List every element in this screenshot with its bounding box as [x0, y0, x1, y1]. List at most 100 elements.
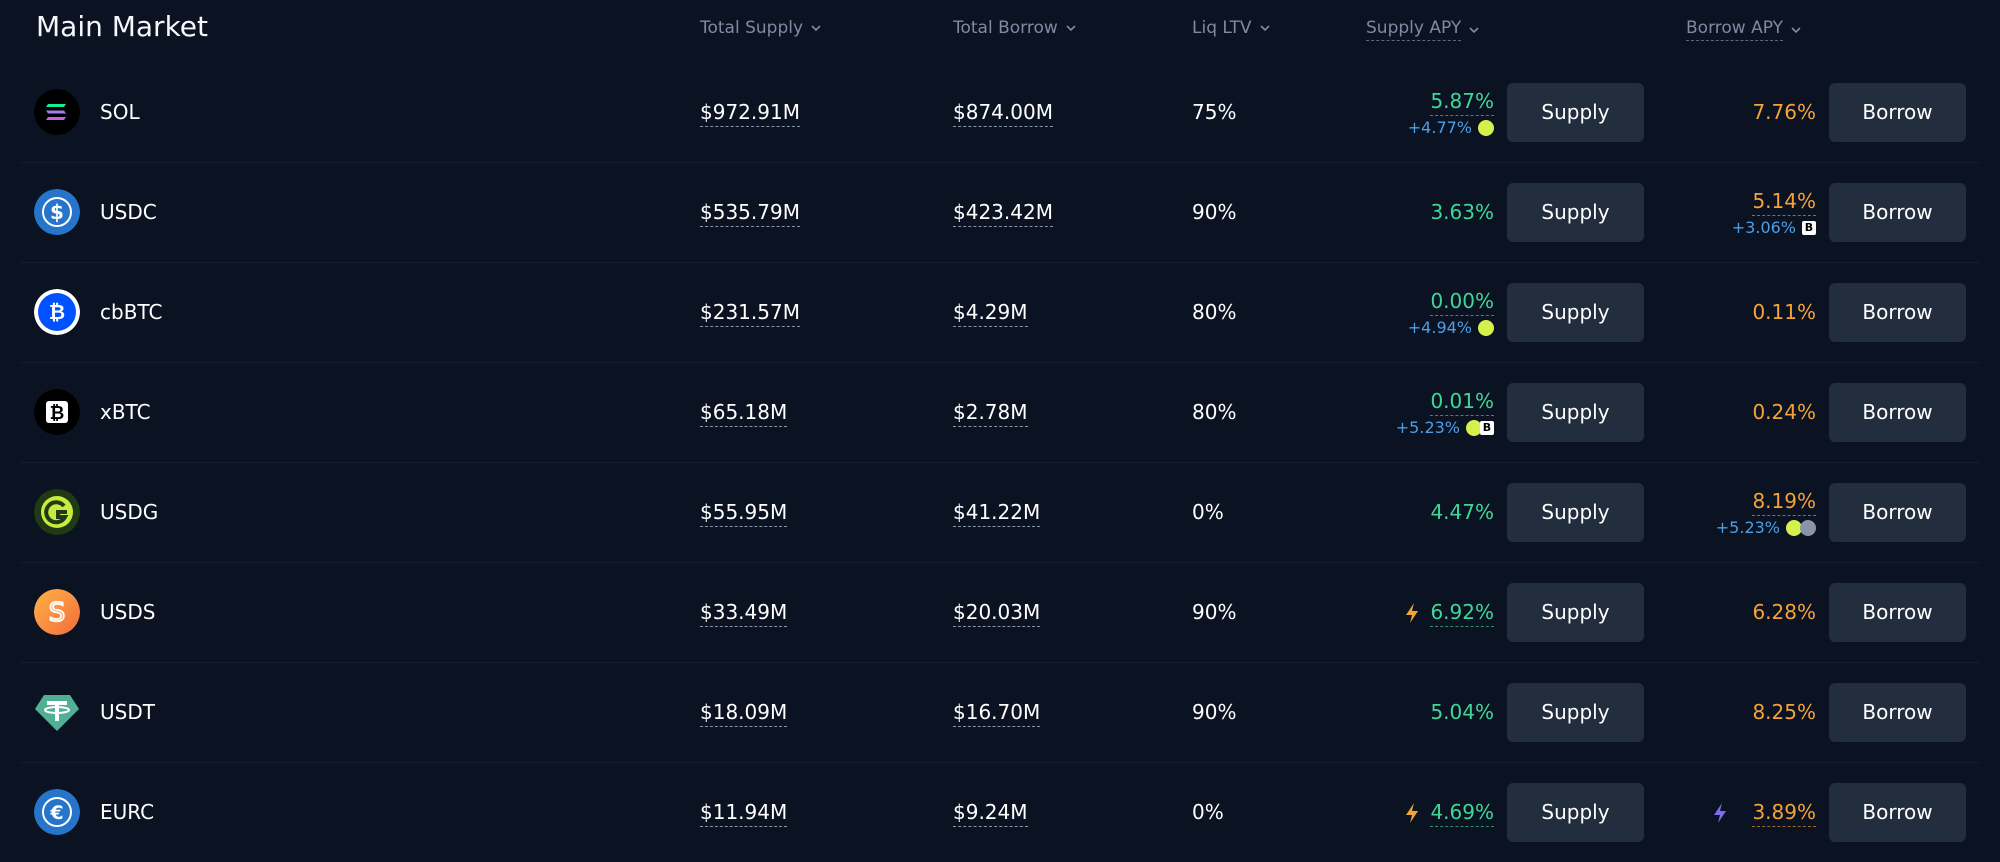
- header-borrow-apy[interactable]: Borrow APY: [1686, 18, 1803, 41]
- borrow-apy-value: 3.89%: [1752, 799, 1816, 827]
- supply-apy-value: 6.92%: [1430, 599, 1494, 627]
- borrow-button[interactable]: Borrow: [1829, 783, 1966, 842]
- supply-apy: 4.69%: [1404, 763, 1494, 862]
- borrow-button[interactable]: Borrow: [1829, 183, 1966, 242]
- market-row-usdt[interactable]: USDT $18.09M $16.70M 90% 5.04% Supply 8.…: [20, 663, 1980, 763]
- supply-apy: 0.01% +5.23% B: [1396, 363, 1494, 462]
- eurc-icon: €: [34, 789, 80, 835]
- borrow-button[interactable]: Borrow: [1829, 283, 1966, 342]
- borrow-button[interactable]: Borrow: [1829, 683, 1966, 742]
- supply-apy: 5.87% +4.77%: [1408, 63, 1494, 162]
- usdg-reward-icon: [1466, 419, 1482, 436]
- asset-symbol: USDC: [100, 200, 157, 224]
- svg-text:₿: ₿: [50, 403, 65, 424]
- supply-apy: 6.92%: [1404, 563, 1494, 662]
- asset-symbol: EURC: [100, 800, 155, 824]
- market-row-xbtc[interactable]: ₿ xBTC $65.18M $2.78M 80% 0.01% +5.23% B …: [20, 363, 1980, 463]
- supply-apy-value: 4.69%: [1430, 799, 1494, 827]
- liq-ltv-value: 0%: [1192, 500, 1224, 524]
- market-row-cbbtc[interactable]: ₿ cbBTC $231.57M $4.29M 80% 0.00% +4.94%…: [20, 263, 1980, 363]
- total-borrow-value: $9.24M: [953, 763, 1028, 862]
- coin-reward-icon: [1800, 519, 1816, 536]
- borrow-button[interactable]: Borrow: [1829, 383, 1966, 442]
- borrow-apy: 3.89%: [1712, 763, 1816, 862]
- borrow-apy: 6.28%: [1752, 563, 1816, 662]
- borrow-apy: 5.14% +3.06% B: [1732, 163, 1816, 262]
- header-supply-apy[interactable]: Supply APY: [1366, 18, 1481, 41]
- total-supply-value: $55.95M: [700, 463, 788, 562]
- total-borrow-value: $423.42M: [953, 163, 1053, 262]
- asset-symbol: SOL: [100, 100, 140, 124]
- supply-button[interactable]: Supply: [1507, 383, 1644, 442]
- supply-apy-value: 0.00%: [1430, 288, 1494, 316]
- borrow-apy: 8.19% +5.23%: [1716, 463, 1816, 562]
- borrow-apy-value: 7.76%: [1752, 100, 1816, 124]
- borrow-apy-value: 6.28%: [1752, 600, 1816, 624]
- page-title: Main Market: [36, 10, 208, 43]
- borrow-button[interactable]: Borrow: [1829, 483, 1966, 542]
- supply-button[interactable]: Supply: [1507, 183, 1644, 242]
- supply-button[interactable]: Supply: [1507, 783, 1644, 842]
- supply-button[interactable]: Supply: [1507, 83, 1644, 142]
- liq-ltv-value: 0%: [1192, 800, 1224, 824]
- borrow-apy-value: 0.11%: [1752, 300, 1816, 324]
- supply-reward-value: +4.77%: [1407, 117, 1472, 137]
- header-total-borrow[interactable]: Total Borrow: [953, 18, 1078, 38]
- borrow-reward-value: +3.06%: [1731, 217, 1796, 237]
- borrow-apy-value: 5.14%: [1752, 188, 1816, 216]
- total-borrow-value: $16.70M: [953, 663, 1041, 762]
- sol-icon: [34, 89, 80, 135]
- svg-text:$: $: [50, 200, 64, 224]
- supply-reward-value: +5.23%: [1395, 417, 1460, 437]
- borrow-apy-value: 0.24%: [1752, 400, 1816, 424]
- supply-button[interactable]: Supply: [1507, 683, 1644, 742]
- usdc-icon: $: [34, 189, 80, 235]
- market-table: SOL $972.91M $874.00M 75% 5.87% +4.77% S…: [20, 63, 1980, 862]
- market-row-eurc[interactable]: € EURC $11.94M $9.24M 0% 4.69% Supply 3.…: [20, 763, 1980, 862]
- liq-ltv-value: 75%: [1192, 100, 1237, 124]
- supply-button[interactable]: Supply: [1507, 283, 1644, 342]
- total-supply-value: $33.49M: [700, 563, 788, 662]
- supply-apy: 4.47%: [1430, 463, 1494, 562]
- lightning-icon: [1406, 602, 1419, 623]
- supply-button[interactable]: Supply: [1507, 583, 1644, 642]
- total-borrow-value: $874.00M: [953, 63, 1053, 162]
- market-row-usdc[interactable]: $ USDC $535.79M $423.42M 90% 3.63% Suppl…: [20, 163, 1980, 263]
- supply-button[interactable]: Supply: [1507, 483, 1644, 542]
- borrow-apy: 7.76%: [1752, 63, 1816, 162]
- total-borrow-value: $41.22M: [953, 463, 1041, 562]
- supply-apy-value: 0.01%: [1430, 388, 1494, 416]
- header-liq-ltv[interactable]: Liq LTV: [1192, 18, 1272, 38]
- cbbtc-icon: ₿: [34, 289, 80, 335]
- svg-text:₿: ₿: [49, 300, 65, 324]
- header-borrow-apy-label: Borrow APY: [1686, 18, 1783, 41]
- supply-apy-value: 3.63%: [1430, 200, 1494, 224]
- supply-reward-value: +4.94%: [1407, 317, 1472, 337]
- borrow-button[interactable]: Borrow: [1829, 583, 1966, 642]
- supply-apy: 5.04%: [1430, 663, 1494, 762]
- supply-apy-value: 5.04%: [1430, 700, 1494, 724]
- b-reward-icon: B: [1480, 420, 1494, 435]
- header-total-supply[interactable]: Total Supply: [700, 18, 823, 38]
- asset-symbol: xBTC: [100, 400, 151, 424]
- total-borrow-value: $20.03M: [953, 563, 1041, 662]
- chevron-down-icon: [1259, 25, 1270, 32]
- market-row-usds[interactable]: S USDS $33.49M $20.03M 90% 6.92% Supply …: [20, 563, 1980, 663]
- borrow-apy-value: 8.19%: [1752, 488, 1816, 516]
- borrow-button[interactable]: Borrow: [1829, 83, 1966, 142]
- chevron-down-icon: [1791, 26, 1801, 33]
- market-row-sol[interactable]: SOL $972.91M $874.00M 75% 5.87% +4.77% S…: [20, 63, 1980, 163]
- asset-symbol: USDT: [100, 700, 155, 724]
- supply-apy: 3.63%: [1430, 163, 1494, 262]
- header-liq-ltv-label: Liq LTV: [1192, 18, 1252, 38]
- market-row-usdg[interactable]: USDG $55.95M $41.22M 0% 4.47% Supply 8.1…: [20, 463, 1980, 563]
- usdg-icon: [34, 489, 80, 535]
- total-supply-value: $231.57M: [700, 263, 800, 362]
- asset-symbol: USDS: [100, 600, 156, 624]
- supply-apy: 0.00% +4.94%: [1408, 263, 1494, 362]
- liq-ltv-value: 90%: [1192, 700, 1237, 724]
- header-supply-apy-label: Supply APY: [1366, 18, 1462, 41]
- borrow-reward-value: +5.23%: [1715, 517, 1780, 537]
- total-borrow-value: $4.29M: [953, 263, 1028, 362]
- supply-apy-value: 5.87%: [1430, 88, 1494, 116]
